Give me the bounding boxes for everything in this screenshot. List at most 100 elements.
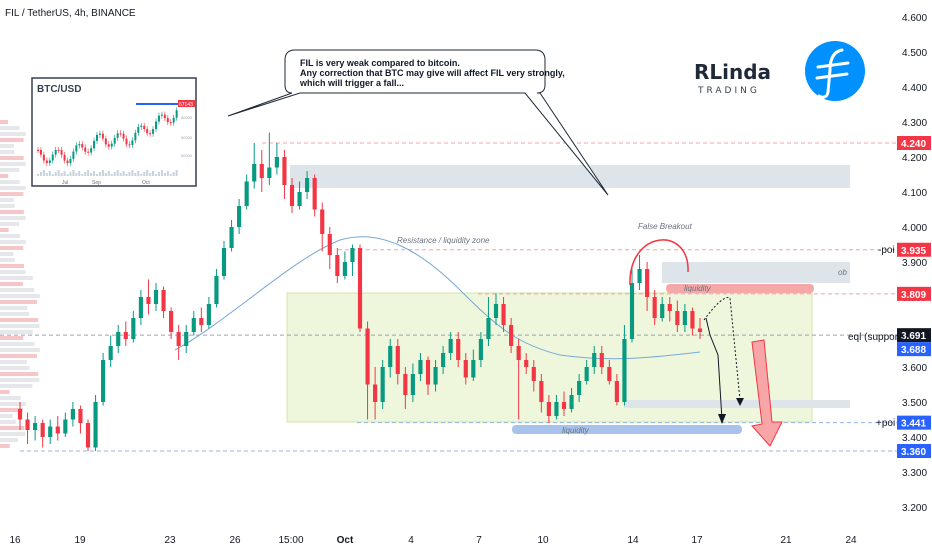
inset-candle-body bbox=[66, 160, 69, 164]
candle-body bbox=[546, 402, 551, 416]
btc-inset-y-3: 50000 bbox=[181, 153, 193, 158]
candle-body bbox=[380, 367, 385, 402]
candle-body bbox=[327, 234, 332, 255]
candle-body bbox=[471, 360, 476, 378]
volume-bar bbox=[0, 306, 28, 310]
volume-bar bbox=[0, 288, 35, 292]
candle-body bbox=[365, 328, 370, 385]
big-down-arrow bbox=[751, 339, 783, 447]
x-tick-label: 24 bbox=[845, 535, 857, 546]
price-level-boxes: 4.240 3.935 3.809 3.691 3.688 3.441 3.360 bbox=[897, 136, 931, 458]
candle-body bbox=[93, 402, 98, 448]
price-axis[interactable]: 4.600 4.500 4.400 4.300 4.200 4.100 4.000 3.900… bbox=[902, 13, 927, 514]
volume-bar bbox=[0, 438, 19, 442]
candle-body bbox=[108, 346, 113, 360]
candle-body bbox=[607, 367, 612, 381]
time-axis[interactable]: 16 19 23 26 15:00 Oct 4 7 10 14 17 21 24 bbox=[9, 535, 857, 546]
inset-volume-bar bbox=[122, 171, 125, 176]
btc-inset-price-text: 67143 bbox=[179, 102, 193, 108]
candle-body bbox=[425, 360, 431, 385]
candle-body bbox=[697, 328, 703, 332]
candle-body bbox=[237, 206, 242, 227]
y-tick-label: 4.600 bbox=[902, 13, 927, 24]
btc-inset-x-sep: Sep bbox=[92, 180, 101, 186]
volume-bar bbox=[0, 264, 24, 268]
inset-volume-bar bbox=[166, 171, 169, 176]
volume-bar bbox=[0, 294, 40, 298]
inset-candle-body bbox=[84, 147, 87, 152]
inset-volume-bar bbox=[149, 173, 152, 176]
volume-bar bbox=[0, 282, 23, 286]
inset-candle-body bbox=[81, 144, 84, 148]
inset-volume-bar bbox=[172, 172, 175, 176]
volume-bar bbox=[0, 414, 13, 418]
candle-body bbox=[274, 157, 279, 168]
candle-body bbox=[191, 318, 196, 332]
btc-inset-frame bbox=[31, 77, 197, 187]
x-tick-label: 26 bbox=[229, 535, 241, 546]
y-tick-label: 3.900 bbox=[902, 258, 927, 269]
volume-bar bbox=[0, 240, 26, 244]
candle-body bbox=[184, 332, 189, 346]
x-tick-label: 23 bbox=[164, 535, 176, 546]
volume-bar bbox=[0, 222, 20, 226]
price-box bbox=[897, 242, 931, 257]
y-tick-label: 3.300 bbox=[902, 468, 927, 479]
inset-candle-body bbox=[140, 125, 143, 127]
inset-volume-bar bbox=[60, 173, 63, 176]
inset-volume-bar bbox=[134, 173, 137, 176]
candle-body bbox=[418, 360, 423, 374]
inset-candle-body bbox=[169, 122, 172, 124]
inset-volume-bar bbox=[37, 174, 39, 176]
inset-volume-bar bbox=[48, 171, 51, 176]
candle-body bbox=[569, 395, 574, 409]
liquidity-bottom-label: liquidity bbox=[562, 426, 590, 435]
projection-path-dashed bbox=[703, 296, 741, 401]
inset-volume-bar bbox=[152, 171, 155, 176]
callout-line-2: Any correction that BTC may give will af… bbox=[300, 68, 565, 78]
btc-inset[interactable]: BTC/USD 67143 80000 60000 50000 Jul Sep … bbox=[31, 77, 197, 187]
volume-bar bbox=[0, 216, 26, 220]
inset-candle-body bbox=[101, 133, 104, 139]
inset-volume-bar bbox=[131, 170, 134, 176]
false-breakout-label: False Breakout bbox=[638, 222, 693, 231]
lower-gray-zone bbox=[624, 400, 850, 408]
candle-body bbox=[584, 367, 589, 381]
volume-bar bbox=[0, 444, 10, 448]
projection-path-solid bbox=[705, 317, 723, 421]
inset-volume-bar bbox=[110, 174, 113, 176]
candle-body bbox=[116, 332, 121, 346]
poi-bottom-label: +poi bbox=[876, 418, 895, 429]
candle-body bbox=[516, 346, 521, 360]
callout-bubble bbox=[227, 49, 609, 196]
candle-body bbox=[629, 283, 635, 339]
price-box bbox=[897, 444, 931, 458]
volume-bar bbox=[0, 162, 26, 166]
candle-body bbox=[539, 381, 544, 402]
inset-volume-bar bbox=[163, 173, 166, 176]
candle-body bbox=[312, 178, 317, 210]
volume-bar bbox=[0, 126, 20, 130]
price-box bbox=[897, 415, 931, 430]
candle-body bbox=[350, 248, 355, 262]
candle-body bbox=[199, 318, 204, 325]
inset-candle-body bbox=[107, 144, 110, 147]
price-box bbox=[897, 342, 931, 357]
volume-bar bbox=[0, 120, 8, 124]
volume-bar bbox=[0, 432, 26, 436]
candle-body bbox=[493, 304, 499, 318]
inset-volume-bar bbox=[93, 171, 96, 176]
volume-bar bbox=[0, 336, 24, 340]
volume-bar bbox=[0, 420, 16, 424]
inset-volume-bar bbox=[57, 170, 60, 176]
candle-body bbox=[267, 167, 272, 178]
inset-candle-body bbox=[152, 129, 155, 134]
candle-body bbox=[509, 325, 514, 346]
candle-body bbox=[486, 318, 491, 339]
x-tick-label: 10 bbox=[537, 535, 549, 546]
volume-bar bbox=[0, 174, 9, 178]
candle-body bbox=[637, 269, 642, 283]
y-tick-label: 3.200 bbox=[902, 503, 927, 514]
